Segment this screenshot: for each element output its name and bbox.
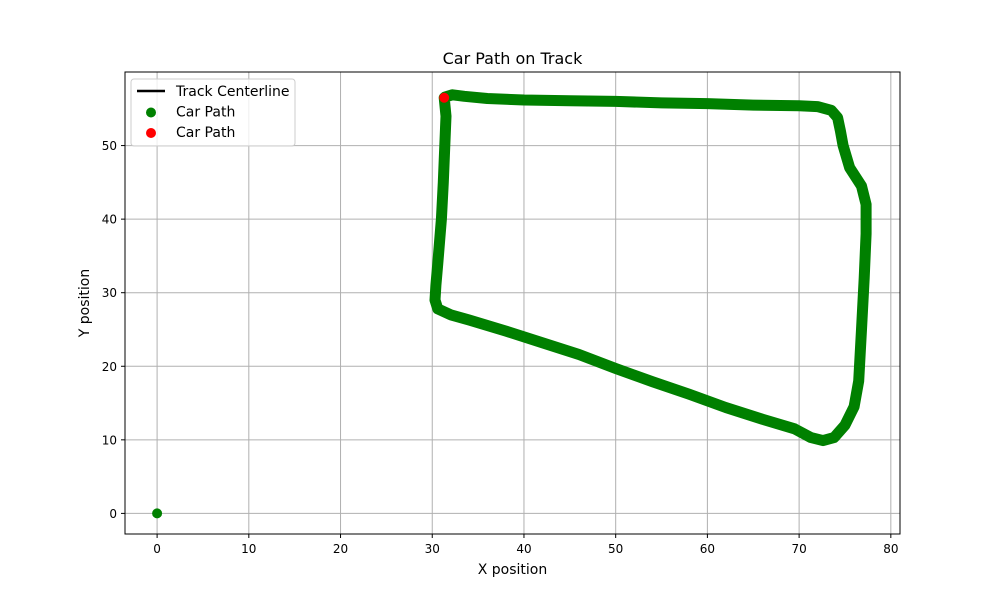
y-tick-label: 20 xyxy=(102,360,117,374)
legend-label: Track Centerline xyxy=(175,84,289,100)
x-tick-label: 70 xyxy=(791,542,806,556)
y-axis-label: Y position xyxy=(77,269,93,338)
legend: Track Centerline Car Path Car Path xyxy=(130,78,296,147)
car-position-marker xyxy=(439,92,450,103)
y-tick-label: 30 xyxy=(102,286,117,300)
x-tick-label: 80 xyxy=(883,542,898,556)
car-path-trace xyxy=(429,89,872,447)
x-tick-label: 10 xyxy=(241,542,256,556)
legend-marker-swatch xyxy=(146,128,156,138)
x-tick-label: 60 xyxy=(700,542,715,556)
legend-marker-swatch xyxy=(146,107,156,118)
axis-ticks: 0 10 20 30 40 50 60 70 80 0 10 20 30 40 50 xyxy=(102,139,899,556)
x-axis-label: X position xyxy=(478,562,548,578)
x-tick-label: 0 xyxy=(153,542,161,556)
chart-title: Car Path on Track xyxy=(443,49,583,68)
car-path-point xyxy=(152,508,163,519)
y-tick-label: 50 xyxy=(102,139,117,153)
x-tick-label: 50 xyxy=(608,542,623,556)
y-tick-label: 40 xyxy=(102,213,117,227)
grid-lines xyxy=(125,72,900,534)
axes-frame xyxy=(124,71,901,535)
legend-label: Car Path xyxy=(176,105,235,121)
y-tick-label: 0 xyxy=(109,507,117,521)
series-layer xyxy=(152,89,872,519)
legend-label: Car Path xyxy=(176,125,235,141)
x-tick-label: 40 xyxy=(516,542,531,556)
legend-box xyxy=(130,78,296,147)
x-tick-label: 20 xyxy=(333,542,348,556)
x-tick-label: 30 xyxy=(425,542,440,556)
y-tick-label: 10 xyxy=(102,433,117,447)
